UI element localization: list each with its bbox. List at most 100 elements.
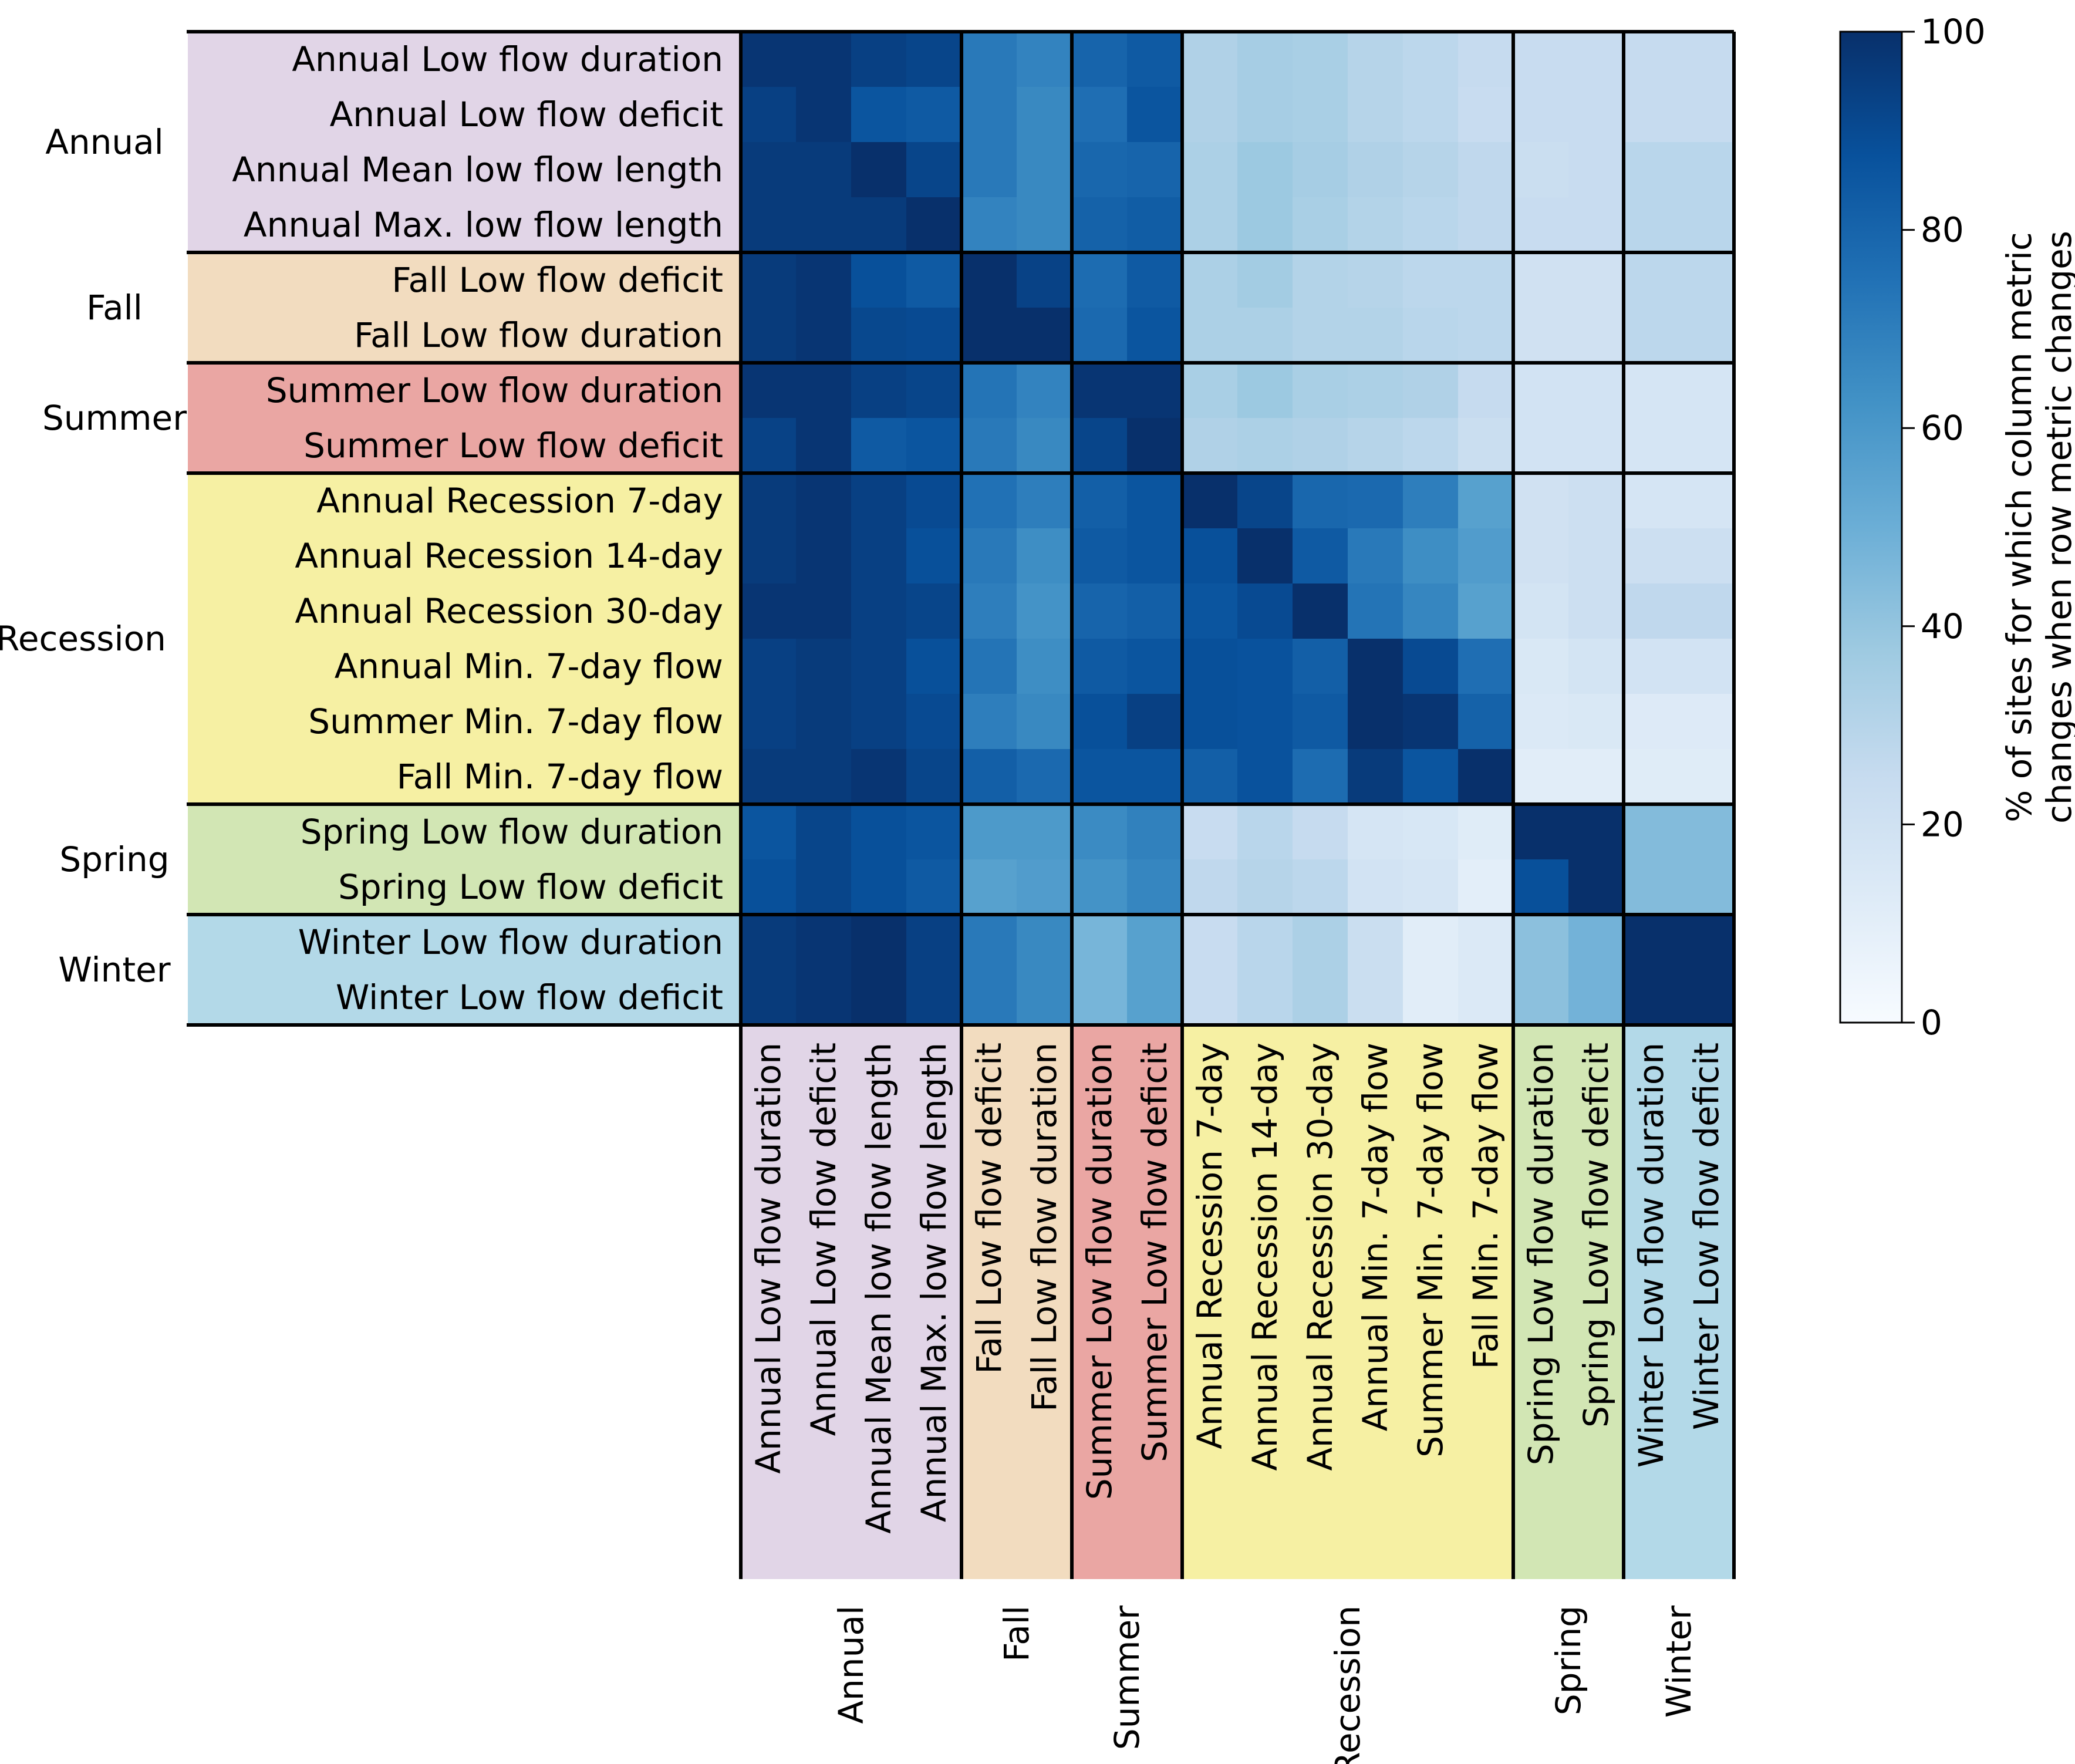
heatmap-cell	[1458, 804, 1514, 860]
heatmap-cell	[906, 473, 962, 529]
heatmap-cell	[1513, 252, 1569, 308]
heatmap-cell	[1348, 87, 1403, 143]
heatmap-cell	[1679, 639, 1735, 694]
row-group-band	[188, 473, 741, 804]
heatmap-cell	[1348, 694, 1403, 750]
row-label: Annual Recession 7-day	[316, 481, 723, 521]
heatmap-cell	[1458, 142, 1514, 198]
heatmap-cell	[1513, 308, 1569, 363]
heatmap-cell	[1127, 473, 1183, 529]
heatmap-cell	[1237, 197, 1293, 253]
heatmap-cell	[1127, 694, 1183, 750]
heatmap-cell	[1072, 473, 1128, 529]
heatmap-cell	[851, 308, 907, 363]
heatmap-cell	[961, 694, 1017, 750]
heatmap-cell	[796, 639, 852, 694]
column-group-band	[1624, 1025, 1734, 1579]
heatmap-cell	[1458, 528, 1514, 584]
row-label: Annual Recession 30-day	[295, 591, 723, 631]
heatmap-cell	[1513, 32, 1569, 87]
heatmap-cell	[1403, 639, 1459, 694]
heatmap-cell	[1568, 915, 1624, 970]
colorbar-tick-label: 60	[1921, 408, 1964, 448]
heatmap-cell	[1679, 252, 1735, 308]
row-group-label: Recession	[0, 619, 166, 659]
heatmap-cell	[1403, 859, 1459, 915]
heatmap-cell	[1072, 694, 1128, 750]
heatmap-cell	[1458, 32, 1514, 87]
heatmap-cell	[1017, 197, 1072, 253]
heatmap-cell	[1513, 363, 1569, 419]
heatmap-cell	[1568, 252, 1624, 308]
heatmap-cell	[1237, 970, 1293, 1026]
heatmap-cell	[1513, 87, 1569, 143]
heatmap-cell	[1127, 308, 1183, 363]
column-group-label: Annual	[831, 1606, 871, 1724]
heatmap-cell	[1237, 639, 1293, 694]
heatmap-cell	[1679, 32, 1735, 87]
heatmap-cell	[1568, 528, 1624, 584]
heatmap-cell	[1679, 363, 1735, 419]
heatmap-cell	[1624, 142, 1679, 198]
heatmap-cell	[851, 473, 907, 529]
heatmap-cell	[1127, 639, 1183, 694]
heatmap-cell	[1458, 639, 1514, 694]
heatmap-cell	[1624, 694, 1679, 750]
heatmap-cell	[851, 749, 907, 805]
heatmap-cell	[741, 859, 797, 915]
heatmap-cell	[1293, 252, 1348, 308]
heatmap-cell	[1237, 142, 1293, 198]
heatmap-cell	[851, 252, 907, 308]
heatmap-cell	[741, 473, 797, 529]
heatmap-cell	[1293, 197, 1348, 253]
column-label: Fall Low flow deficit	[969, 1043, 1009, 1374]
heatmap-cell	[1072, 583, 1128, 639]
heatmap-cell	[1017, 308, 1072, 363]
heatmap-cell	[1293, 363, 1348, 419]
heatmap-cell	[1458, 252, 1514, 308]
row-group-band	[188, 32, 741, 252]
heatmap-cell	[1182, 363, 1238, 419]
heatmap-cell	[906, 308, 962, 363]
heatmap-cell	[1458, 473, 1514, 529]
heatmap-cell	[1348, 804, 1403, 860]
colorbar-ticks: 0 20 40 60 80 100	[1902, 12, 1986, 1043]
heatmap-cell	[961, 639, 1017, 694]
heatmap-cell	[1348, 308, 1403, 363]
heatmap-cell	[1293, 749, 1348, 805]
column-label: Annual Recession 7-day	[1190, 1043, 1230, 1449]
heatmap-cell	[796, 308, 852, 363]
heatmap-cell	[1017, 639, 1072, 694]
heatmap-cell	[1127, 363, 1183, 419]
heatmap-cell	[1568, 197, 1624, 253]
heatmap-cell	[741, 583, 797, 639]
heatmap-cell	[1237, 859, 1293, 915]
heatmap-cell	[1237, 528, 1293, 584]
heatmap-cell	[1017, 528, 1072, 584]
row-label: Fall Low flow deficit	[392, 260, 723, 300]
heatmap-cell	[1624, 252, 1679, 308]
heatmap-cell	[1182, 749, 1238, 805]
heatmap-cell	[1182, 142, 1238, 198]
heatmap-cell	[1017, 87, 1072, 143]
heatmap-cell	[906, 859, 962, 915]
heatmap-cell	[1403, 252, 1459, 308]
heatmap-cell	[851, 32, 907, 87]
column-group-label: Summer	[1107, 1606, 1147, 1750]
heatmap-cell	[961, 473, 1017, 529]
row-group-label: Fall	[86, 288, 143, 328]
heatmap-cell	[1403, 197, 1459, 253]
heatmap-cell	[851, 197, 907, 253]
heatmap-cell	[961, 252, 1017, 308]
column-group-band	[1513, 1025, 1624, 1579]
heatmap-cell	[1017, 749, 1072, 805]
column-label: Fall Low flow duration	[1024, 1043, 1064, 1412]
heatmap-cell	[1072, 418, 1128, 474]
heatmap-cell	[961, 363, 1017, 419]
heatmap-cell	[796, 749, 852, 805]
heatmap-cell	[1458, 87, 1514, 143]
heatmap-cell	[796, 915, 852, 970]
row-group-band	[188, 915, 741, 1025]
row-group-band	[188, 252, 741, 363]
heatmap-cell	[906, 418, 962, 474]
